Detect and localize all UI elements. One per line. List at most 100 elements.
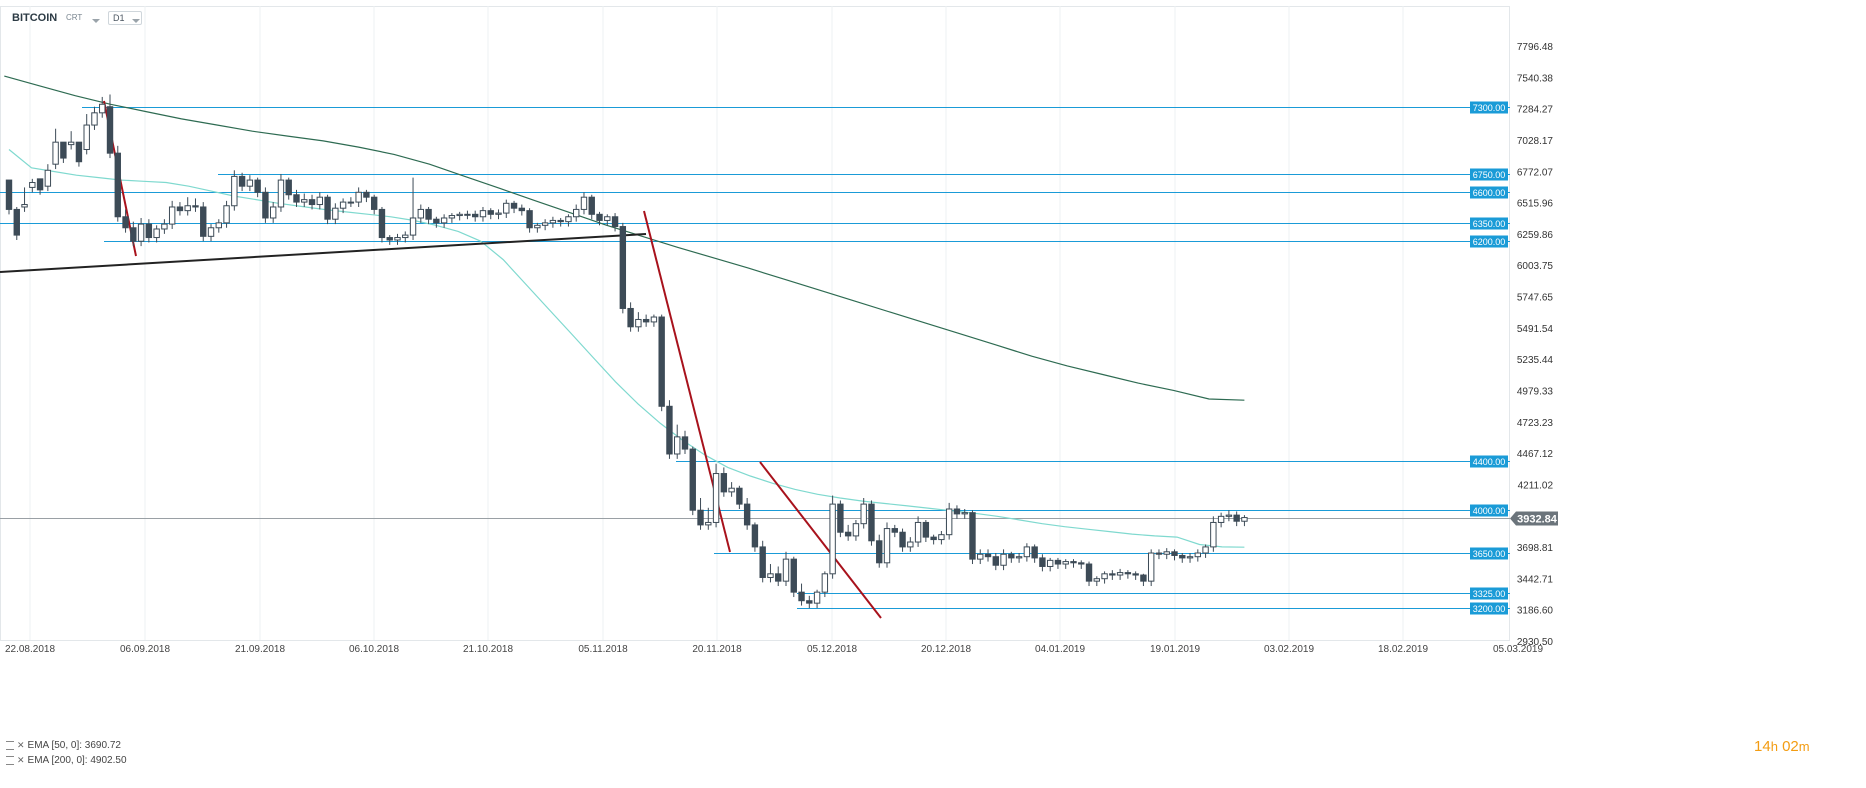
candle xyxy=(417,204,425,223)
candle-body xyxy=(487,210,494,215)
candle-body xyxy=(137,223,145,242)
candle xyxy=(433,216,440,228)
candle xyxy=(953,505,961,519)
candle-body xyxy=(184,205,191,212)
y-tick-label: 7540.38 xyxy=(1517,73,1554,84)
x-tick-label: 22.08.2018 xyxy=(5,644,55,655)
candle xyxy=(984,549,992,562)
candle xyxy=(269,202,277,223)
candle xyxy=(689,446,696,516)
candle-body xyxy=(67,141,75,146)
x-tick-label: 04.01.2019 xyxy=(1035,644,1085,655)
candle-body xyxy=(510,202,518,209)
candle-body xyxy=(883,528,891,564)
candle-body xyxy=(751,524,759,548)
candle xyxy=(658,314,665,412)
trend-line-support xyxy=(0,233,647,273)
legend-ema50-label: EMA [50, 0]: 3690.72 xyxy=(27,740,121,751)
candle-body xyxy=(712,473,720,523)
y-tick-label: 5747.65 xyxy=(1517,293,1554,304)
y-tick-label: 6515.96 xyxy=(1517,199,1554,210)
x-tick-label: 05.11.2018 xyxy=(578,644,628,655)
candle xyxy=(495,209,502,220)
candle-body xyxy=(479,210,487,218)
candle-body xyxy=(1155,552,1163,555)
candle xyxy=(1155,549,1163,560)
close-icon[interactable]: ✕ xyxy=(17,755,25,765)
chevron-down-icon[interactable] xyxy=(132,19,140,23)
candle xyxy=(1023,543,1031,562)
candle xyxy=(1101,571,1108,584)
candle xyxy=(246,175,254,192)
level-label-bg xyxy=(1470,235,1508,248)
candle-body xyxy=(1179,554,1186,559)
candle xyxy=(1109,570,1116,580)
candle xyxy=(487,208,494,220)
candle xyxy=(277,173,285,212)
candle-body xyxy=(332,207,339,220)
chevron-down-icon[interactable] xyxy=(92,19,100,23)
candle xyxy=(106,94,114,159)
candle-body xyxy=(1101,573,1108,580)
candle xyxy=(1054,557,1062,569)
candle xyxy=(1241,515,1248,527)
candle xyxy=(161,219,168,234)
legend-ema200[interactable]: ✕ EMA [200, 0]: 4902.50 xyxy=(6,755,127,766)
legend-ema50[interactable]: ✕ EMA [50, 0]: 3690.72 xyxy=(6,740,121,751)
candle xyxy=(705,507,712,530)
candle-body xyxy=(176,206,184,212)
candle-body xyxy=(448,215,456,219)
candle xyxy=(215,219,222,233)
y-tick-label: 4211.02 xyxy=(1518,480,1554,491)
y-tick-label: 2930.50 xyxy=(1517,637,1554,648)
candle xyxy=(930,534,937,545)
candle xyxy=(137,217,145,247)
candle-body xyxy=(1147,552,1155,582)
candle xyxy=(969,510,976,565)
candle xyxy=(588,194,595,220)
x-tick-label: 20.12.2018 xyxy=(921,644,971,655)
candle xyxy=(674,424,681,459)
candle xyxy=(1062,559,1069,569)
candle-body xyxy=(5,179,13,210)
level-label-bg xyxy=(1470,455,1508,468)
candle xyxy=(1171,549,1178,561)
candle xyxy=(1070,559,1077,568)
candle-body xyxy=(736,487,743,505)
candle-body xyxy=(907,541,914,548)
candle xyxy=(518,204,526,216)
candle xyxy=(914,516,922,547)
close-icon[interactable]: ✕ xyxy=(17,740,25,750)
trend-line-red xyxy=(759,461,882,619)
candle xyxy=(285,177,292,200)
candle xyxy=(666,400,673,459)
candle xyxy=(751,522,759,552)
candle-body xyxy=(658,316,665,407)
candle-body xyxy=(433,218,440,224)
level-label: 3325.00 xyxy=(1473,589,1506,599)
symbol-label[interactable]: BITCOIN xyxy=(12,12,58,24)
candle-body xyxy=(13,208,20,236)
menu-icon[interactable] xyxy=(6,741,14,750)
candle xyxy=(13,206,20,240)
candle xyxy=(736,485,743,510)
candle xyxy=(262,187,269,223)
candle-body xyxy=(541,222,549,226)
chart-type-dropdown[interactable]: CRT xyxy=(66,13,83,22)
candle-body xyxy=(161,223,168,230)
menu-icon[interactable] xyxy=(6,756,14,765)
candle xyxy=(813,589,821,609)
candle xyxy=(1217,512,1225,528)
y-tick-label: 3698.81 xyxy=(1517,543,1554,554)
candle xyxy=(860,497,867,529)
candle xyxy=(1147,549,1155,587)
candles-group xyxy=(5,94,1248,609)
candle xyxy=(541,219,549,231)
candle xyxy=(526,208,533,233)
level-label-bg xyxy=(1470,547,1508,560)
candle-body xyxy=(1233,514,1240,522)
candle xyxy=(200,202,207,242)
candle-body xyxy=(1210,521,1217,548)
level-label: 6200.00 xyxy=(1473,237,1506,247)
